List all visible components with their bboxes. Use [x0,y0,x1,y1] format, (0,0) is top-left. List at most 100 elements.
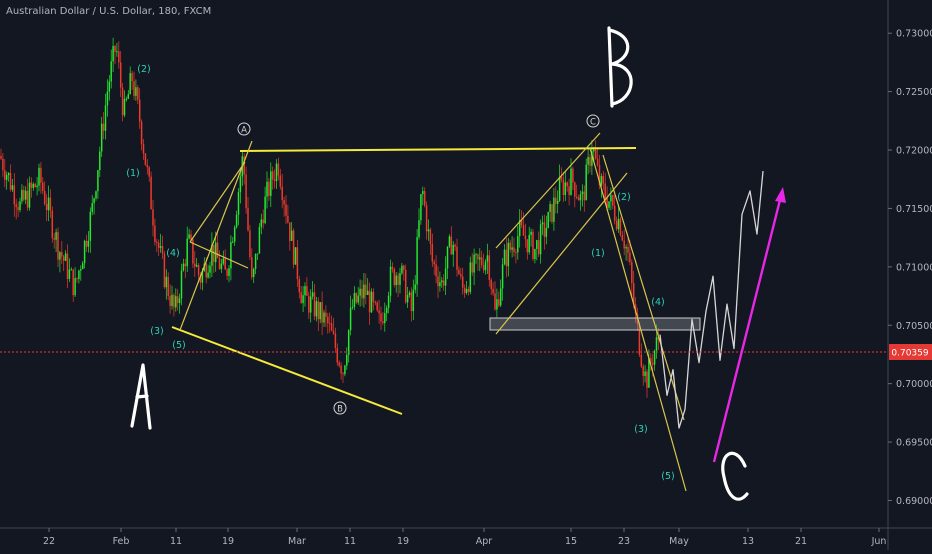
candle-body [144,153,147,165]
candle-body [135,87,137,96]
candle-body [602,176,605,184]
candle-body [401,265,403,274]
candle-body [475,254,477,256]
big-label-a: A [130,363,152,430]
candle-body [539,224,542,255]
candle-body [640,354,643,367]
candle-body [220,263,223,270]
candle-body [125,98,128,100]
candle-body [328,323,331,325]
candle-body [224,258,226,270]
candle-body [547,212,549,229]
candle-body [568,186,570,195]
candle-body [74,278,76,296]
candle-body [256,253,259,255]
candle-body [281,186,283,201]
candle-body [283,200,285,205]
candle-body [553,197,555,222]
x-axis[interactable]: 22 Feb 11 19 Mar 11 19 Apr 15 23 May 13 21 Jun [43,528,886,547]
candle-body [496,299,498,310]
candle-body [378,310,380,314]
candle-body [517,236,519,253]
x-tick-label: Feb [113,536,130,547]
current-price-label: 0.70359 [891,349,928,359]
candle-body [85,240,88,247]
candle-body [589,157,591,166]
candle-body [23,189,25,200]
candle-body [121,87,124,116]
candle-body [239,176,242,193]
candle-body [112,45,114,62]
candle-body [226,269,228,276]
candle-body [463,287,466,293]
candle-body [243,156,245,175]
candle-body [448,236,451,247]
candle-body [631,262,633,284]
current-price-tag: 0.70359 [889,344,932,360]
x-tick-label: May [669,536,689,547]
candle-body [608,201,610,208]
candle-body [315,301,318,317]
candle-body [446,246,449,269]
candle-body [515,252,517,254]
big-label-b: B [607,26,633,108]
x-tick-label: 11 [170,536,182,547]
candle-body [551,204,553,222]
candle-body [534,248,536,260]
candle-body [97,170,99,192]
candle-body [201,270,204,283]
candle-body [59,252,61,260]
y-tick-label: 0.72000 [896,146,932,157]
candle-body [104,105,107,131]
candle-body [646,371,648,388]
candle-body [55,232,57,240]
candle-body [562,179,565,195]
candle-body [454,244,456,247]
candle-body [5,175,8,180]
svg-text:A: A [241,126,247,136]
candle-body [615,220,618,230]
candle-body [45,203,48,211]
candle-body [264,196,266,224]
candle-body [230,242,232,269]
candle-body [606,197,608,208]
candle-body [99,151,101,171]
candle-body [287,215,289,223]
candle-body [530,231,532,235]
candle-body [180,270,183,299]
candle-body [389,266,392,296]
resistance-line [239,147,637,152]
y-axis[interactable]: 0.73000 0.72500 0.72000 0.71500 0.71000 0.705… [888,29,932,507]
candle-body [0,155,2,159]
candle-body [587,157,589,165]
candle-body [598,165,601,186]
candle-body [359,288,361,296]
candle-body [334,333,337,349]
candle-body [304,286,306,296]
candle-body [528,234,530,253]
candle-body [138,99,141,122]
candle-body [330,323,333,331]
candle-body [558,176,561,201]
candle-body [617,218,620,230]
candle-body [7,173,10,176]
candle-body [156,241,158,243]
candle-body [520,220,523,226]
candle-body [245,174,247,209]
candle-body [621,235,624,241]
candle-body [511,247,513,250]
candle-body [311,292,314,297]
candle-body [365,284,367,295]
y-tick-label: 0.69000 [896,496,932,507]
candle-body [72,269,74,296]
y-tick-label: 0.73000 [896,29,932,40]
candle-body [461,276,464,288]
circled-label-b: B [333,401,347,415]
candle-body [420,194,422,221]
candle-body [15,204,17,208]
candle-body [627,246,629,253]
candle-body [469,262,472,292]
